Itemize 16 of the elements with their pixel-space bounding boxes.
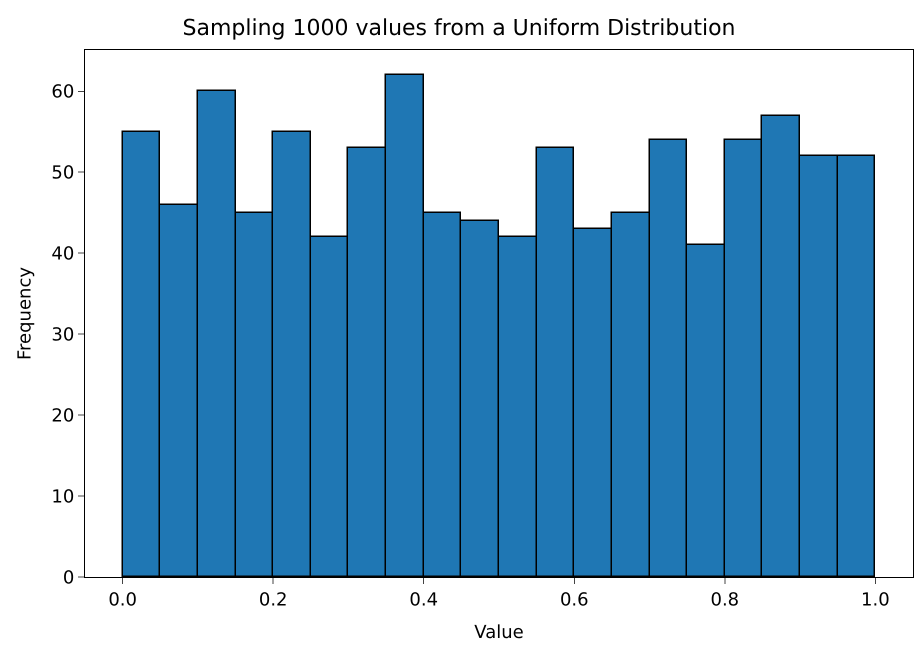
x-tick-label: 0.6 [560,590,589,611]
x-tick-label: 0.2 [258,590,288,611]
y-tick-label: 40 [51,243,74,264]
chart-title: Sampling 1000 values from a Uniform Distribution [182,16,736,41]
y-axis-title: Frequency [14,266,36,360]
y-tick-label: 10 [51,486,74,508]
y-tick-label: 50 [51,162,74,184]
y-tick-label: 0 [62,567,74,588]
x-tick-label: 1.0 [861,590,890,611]
y-tick-label: 30 [51,324,74,346]
x-axis-title: Value [474,622,524,643]
y-tick-label: 20 [51,405,74,426]
y-tick-label: 60 [51,82,74,103]
x-tick-label: 0.0 [108,590,137,611]
x-tick-label: 0.4 [409,590,438,611]
x-tick-label: 0.8 [710,590,740,611]
